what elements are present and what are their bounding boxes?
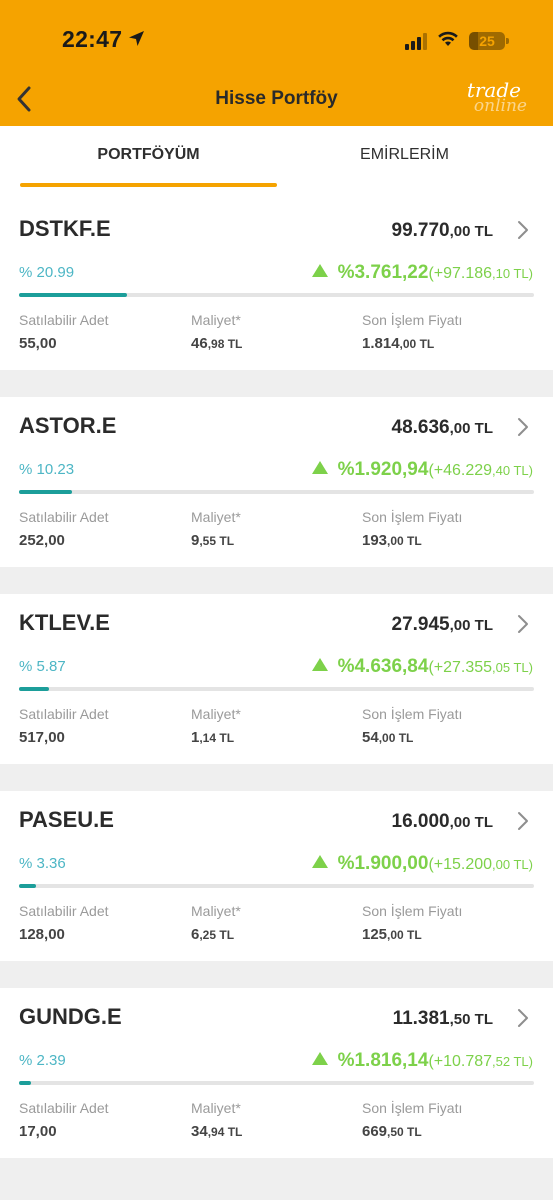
weight-progress-bar — [19, 1081, 534, 1085]
holding-symbol: KTLEV.E — [19, 610, 110, 635]
holding-value: 11.381,50 TL — [392, 1008, 493, 1029]
weight-progress-bar — [19, 293, 534, 297]
cellular-signal-icon — [405, 32, 427, 50]
portfolio-weight: % 3.36 — [19, 855, 66, 872]
portfolio-weight: % 10.23 — [19, 461, 75, 478]
quantity-value: 252,00 — [19, 532, 65, 549]
holding-card[interactable]: ASTOR.E 48.636,00 TL % 10.23 %1.920,94(+… — [0, 397, 553, 567]
quantity-value: 517,00 — [19, 729, 65, 746]
status-bar-indicators: 25 — [405, 30, 509, 52]
last-price-value: 54,00 TL — [362, 729, 414, 746]
cost-label: Maliyet* — [191, 1100, 241, 1116]
holding-symbol: PASEU.E — [19, 807, 114, 832]
holding-value: 48.636,00 TL — [391, 417, 493, 438]
cost-value: 6,25 TL — [191, 926, 235, 943]
holding-value: 99.770,00 TL — [391, 220, 493, 241]
holding-card[interactable]: DSTKF.E 99.770,00 TL % 20.99 %3.761,22(+… — [0, 200, 553, 370]
holding-card[interactable]: KTLEV.E 27.945,00 TL % 5.87 %4.636,84(+2… — [0, 594, 553, 764]
holding-card[interactable]: GUNDG.E 11.381,50 TL % 2.39 %1.816,14(+1… — [0, 988, 553, 1158]
weight-progress-fill — [19, 884, 37, 888]
profit-loss: %1.920,94(+46.229,40 TL) — [311, 459, 533, 481]
cost-value: 9,55 TL — [191, 532, 235, 549]
weight-progress-bar — [19, 490, 534, 494]
cost-label: Maliyet* — [191, 312, 241, 328]
quantity-label: Satılabilir Adet — [19, 1100, 109, 1116]
chevron-right-icon[interactable] — [517, 1008, 529, 1028]
quantity-label: Satılabilir Adet — [19, 706, 109, 722]
cost-label: Maliyet* — [191, 903, 241, 919]
holding-symbol: ASTOR.E — [19, 413, 117, 438]
last-price-label: Son İşlem Fiyatı — [362, 312, 463, 328]
weight-progress-fill — [19, 293, 128, 297]
last-price-value: 1.814,00 TL — [362, 335, 435, 352]
holding-card[interactable]: PASEU.E 16.000,00 TL % 3.36 %1.900,00(+1… — [0, 791, 553, 961]
weight-progress-fill — [19, 687, 50, 691]
chevron-right-icon[interactable] — [517, 417, 529, 437]
cost-value: 34,94 TL — [191, 1123, 243, 1140]
last-price-label: Son İşlem Fiyatı — [362, 1100, 463, 1116]
last-price-value: 669,50 TL — [362, 1123, 422, 1140]
last-price-value: 125,00 TL — [362, 926, 422, 943]
location-arrow-icon — [128, 26, 145, 53]
last-price-label: Son İşlem Fiyatı — [362, 903, 463, 919]
holding-symbol: DSTKF.E — [19, 216, 111, 241]
up-triangle-icon — [311, 855, 328, 868]
battery-fill — [469, 32, 478, 50]
chevron-right-icon[interactable] — [517, 220, 529, 240]
profit-loss: %1.900,00(+15.200,00 TL) — [311, 853, 533, 875]
up-triangle-icon — [311, 264, 328, 277]
chevron-left-icon — [17, 86, 31, 112]
up-triangle-icon — [311, 1052, 328, 1065]
up-triangle-icon — [311, 658, 328, 671]
holding-value: 16.000,00 TL — [391, 811, 493, 832]
tab-portfoyum[interactable]: PORTFÖYÜM — [97, 146, 200, 163]
profit-loss: %3.761,22(+97.186,10 TL) — [311, 262, 533, 284]
cost-value: 46,98 TL — [191, 335, 243, 352]
cost-label: Maliyet* — [191, 706, 241, 722]
quantity-label: Satılabilir Adet — [19, 312, 109, 328]
weight-progress-fill — [19, 490, 72, 494]
portfolio-weight: % 5.87 — [19, 658, 66, 675]
quantity-label: Satılabilir Adet — [19, 903, 109, 919]
holding-symbol: GUNDG.E — [19, 1004, 122, 1029]
battery-icon: 25 — [469, 32, 509, 50]
active-tab-indicator — [20, 183, 277, 187]
portfolio-weight: % 2.39 — [19, 1052, 66, 1069]
cost-value: 1,14 TL — [191, 729, 235, 746]
trade-online-logo: trade online — [466, 78, 527, 116]
status-bar-time: 22:47 — [62, 26, 145, 53]
holding-value: 27.945,00 TL — [391, 614, 493, 635]
chevron-right-icon[interactable] — [517, 614, 529, 634]
page-title: Hisse Portföy — [215, 88, 338, 109]
wifi-icon — [437, 30, 459, 52]
weight-progress-fill — [19, 1081, 32, 1085]
weight-progress-bar — [19, 687, 534, 691]
quantity-value: 17,00 — [19, 1123, 57, 1140]
last-price-label: Son İşlem Fiyatı — [362, 509, 463, 525]
last-price-value: 193,00 TL — [362, 532, 422, 549]
weight-progress-bar — [19, 884, 534, 888]
quantity-value: 128,00 — [19, 926, 65, 943]
tab-emirlerim[interactable]: EMİRLERİM — [360, 146, 449, 163]
profit-loss: %1.816,14(+10.787,52 TL) — [311, 1050, 533, 1072]
back-button[interactable] — [12, 84, 38, 114]
app-header: 22:47 25 Hisse Portföy trade online — [0, 0, 553, 126]
last-price-label: Son İşlem Fiyatı — [362, 706, 463, 722]
chevron-right-icon[interactable] — [517, 811, 529, 831]
up-triangle-icon — [311, 461, 328, 474]
quantity-value: 55,00 — [19, 335, 57, 352]
battery-level: 25 — [479, 33, 495, 49]
portfolio-weight: % 20.99 — [19, 264, 75, 281]
quantity-label: Satılabilir Adet — [19, 509, 109, 525]
tab-bar: PORTFÖYÜM EMİRLERİM — [0, 126, 553, 200]
profit-loss: %4.636,84(+27.355,05 TL) — [311, 656, 533, 678]
cost-label: Maliyet* — [191, 509, 241, 525]
